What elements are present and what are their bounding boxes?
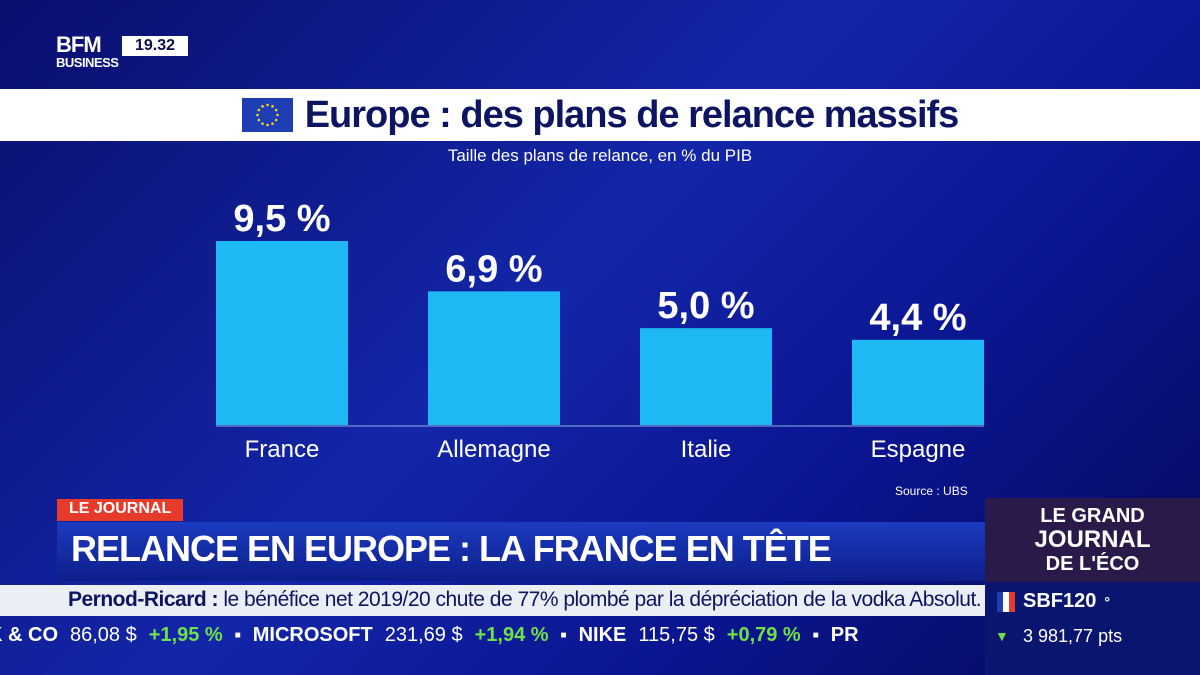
ticker-change: +1,94 % xyxy=(474,623,549,646)
eu-flag-icon xyxy=(241,98,293,132)
ticker-change: +0,79 % xyxy=(726,623,801,646)
index-marker: ° xyxy=(1104,593,1110,610)
chart-subtitle: Taille des plans de relance, en % du PIB xyxy=(447,146,753,165)
crawl-text: le bénéfice net 2019/20 chute de 77% plo… xyxy=(223,588,982,611)
page-title: Europe : des plans de relance massifs xyxy=(304,93,960,136)
category-label: Allemagne xyxy=(437,436,550,463)
data-label: 5,0 % xyxy=(657,285,754,327)
show-logo-line2: JOURNAL xyxy=(1034,526,1151,553)
section-tag: LE JOURNAL xyxy=(57,499,184,521)
ticker-name: MICROSOFT xyxy=(252,623,373,646)
france-flag-icon xyxy=(997,591,1015,612)
ticker-price: 86,08 $ xyxy=(70,623,137,646)
ticker-price: 115,75 $ xyxy=(638,623,715,646)
ticker-separator: ■ xyxy=(560,629,567,641)
ticker-name: NIKE xyxy=(578,623,627,646)
triangle-icon: ▼ xyxy=(995,628,1009,644)
ticker-change: +1,95 % xyxy=(148,623,223,646)
show-logo: LE GRAND JOURNAL DE L'ÉCO xyxy=(985,498,1200,582)
category-label: France xyxy=(245,436,320,463)
data-label: 6,9 % xyxy=(445,248,542,290)
headline: RELANCE EN EUROPE : LA FRANCE EN TÊTE xyxy=(57,522,985,581)
title-bar: Europe : des plans de relance massifs xyxy=(0,89,1200,141)
show-logo-line1: LE GRAND xyxy=(1040,505,1145,527)
ticker-price: 231,69 $ xyxy=(384,623,463,646)
bar xyxy=(428,291,560,425)
ticker-name: K & CO xyxy=(0,623,58,646)
bfm-business-logo: BFM BUSINESS xyxy=(56,32,119,70)
logo-text: BFM xyxy=(56,32,102,57)
show-logo-line3: DE L'ÉCO xyxy=(1045,553,1140,575)
index-name: SBF120 xyxy=(1023,590,1097,612)
ticker-name: PR xyxy=(830,623,859,646)
category-label: Italie xyxy=(681,436,732,463)
bar xyxy=(852,339,984,425)
crawl-company: Pernod-Ricard : xyxy=(68,588,219,611)
ticker-separator: ■ xyxy=(812,629,819,641)
index-value: 3 981,77 pts xyxy=(1023,626,1123,646)
clock: 19.32 xyxy=(122,36,188,56)
bar xyxy=(216,241,348,425)
ticker-separator: ■ xyxy=(234,629,241,641)
data-label: 4,4 % xyxy=(869,297,966,339)
stock-ticker: K & CO 86,08 $ +1,95 % ■ MICROSOFT 231,69 $ +1… xyxy=(0,620,973,650)
data-label: 9,5 % xyxy=(233,198,330,240)
logo-subtext: BUSINESS xyxy=(56,55,119,70)
category-label: Espagne xyxy=(871,436,966,463)
news-crawl: Pernod-Ricard : le bénéfice net 2019/20 … xyxy=(0,585,985,616)
bar xyxy=(640,328,772,425)
chart-source: Source : UBS xyxy=(895,484,968,498)
index-panel: SBF120 ° ▼ 3 981,77 pts xyxy=(985,582,1200,675)
